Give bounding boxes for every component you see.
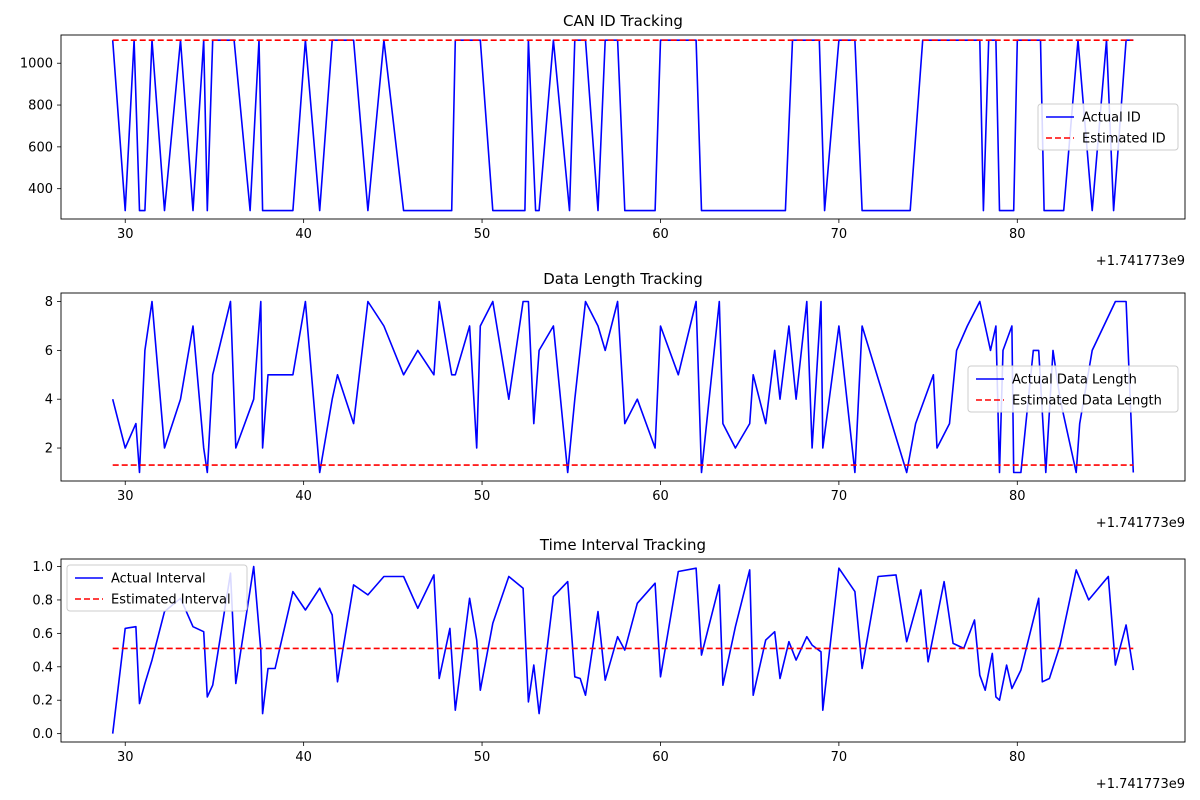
y-tick-label: 6	[45, 344, 53, 359]
plot-area-frame	[60, 292, 1186, 482]
y-tick-label: 0.6	[32, 627, 53, 642]
x-axis-offset-label: +1.741773e9	[1096, 516, 1185, 531]
legend-box	[967, 365, 1179, 413]
x-tick-label: 60	[652, 489, 669, 504]
y-tick-label: 0.2	[32, 694, 53, 709]
chart-panel-3: Time Interval Tracking 30 40 50 60 70 80 0.0 0.2…	[32, 536, 1186, 792]
y-tick-label: 0.4	[32, 660, 53, 675]
chart-title: Time Interval Tracking	[539, 536, 706, 554]
legend-entry-label: Estimated ID	[1082, 132, 1166, 147]
y-tick-label: 800	[28, 99, 53, 114]
x-tick-label: 80	[1009, 750, 1026, 765]
y-tick-label: 4	[45, 393, 53, 408]
legend: Actual Interval Estimated Interval	[66, 564, 248, 612]
actual-series-line	[111, 565, 1135, 734]
x-tick-label: 50	[474, 750, 491, 765]
legend: Actual ID Estimated ID	[1037, 103, 1179, 151]
legend-entry-label: Estimated Interval	[111, 593, 231, 608]
legend-box	[66, 564, 248, 612]
plot-area-frame	[60, 558, 1186, 743]
y-tick-label: 0.0	[32, 727, 53, 742]
y-tick-label: 2	[45, 442, 53, 457]
x-tick-label: 50	[474, 489, 491, 504]
x-tick-label: 30	[117, 489, 134, 504]
legend-entry-label: Actual Interval	[111, 572, 206, 587]
x-tick-label: 30	[117, 227, 134, 242]
x-tick-label: 50	[474, 227, 491, 242]
y-tick-label: 400	[28, 182, 53, 197]
y-tick-label: 8	[45, 295, 53, 310]
legend-entry-label: Estimated Data Length	[1012, 394, 1162, 409]
chart-panel-2: Data Length Tracking 30 40 50 60 70 80 2 4 6 8 +1.7…	[45, 270, 1186, 531]
x-tick-label: 70	[831, 750, 848, 765]
x-tick-label: 40	[295, 227, 312, 242]
x-tick-label: 60	[652, 750, 669, 765]
x-tick-label: 40	[295, 489, 312, 504]
x-axis-offset-label: +1.741773e9	[1096, 254, 1185, 269]
x-tick-label: 30	[117, 750, 134, 765]
actual-series-line	[111, 300, 1135, 474]
legend: Actual Data Length Estimated Data Length	[967, 365, 1179, 413]
chart-title: CAN ID Tracking	[563, 12, 683, 30]
x-tick-label: 80	[1009, 227, 1026, 242]
x-axis-offset-label: +1.741773e9	[1096, 777, 1185, 792]
legend-entry-label: Actual ID	[1082, 111, 1141, 126]
chart-panel-1: CAN ID Tracking 30 40 50 60 70 80 400 600 800 1000…	[20, 12, 1186, 269]
actual-series-line	[111, 39, 1134, 212]
chart-title: Data Length Tracking	[543, 270, 703, 288]
y-tick-label: 0.8	[32, 593, 53, 608]
x-tick-label: 60	[652, 227, 669, 242]
x-tick-label: 80	[1009, 489, 1026, 504]
x-tick-label: 70	[831, 489, 848, 504]
legend-entry-label: Actual Data Length	[1012, 373, 1137, 388]
y-tick-label: 600	[28, 140, 53, 155]
y-tick-label: 1000	[20, 57, 53, 72]
plot-area-frame	[60, 34, 1186, 220]
x-tick-label: 70	[831, 227, 848, 242]
x-tick-label: 40	[295, 750, 312, 765]
y-tick-label: 1.0	[32, 560, 53, 575]
